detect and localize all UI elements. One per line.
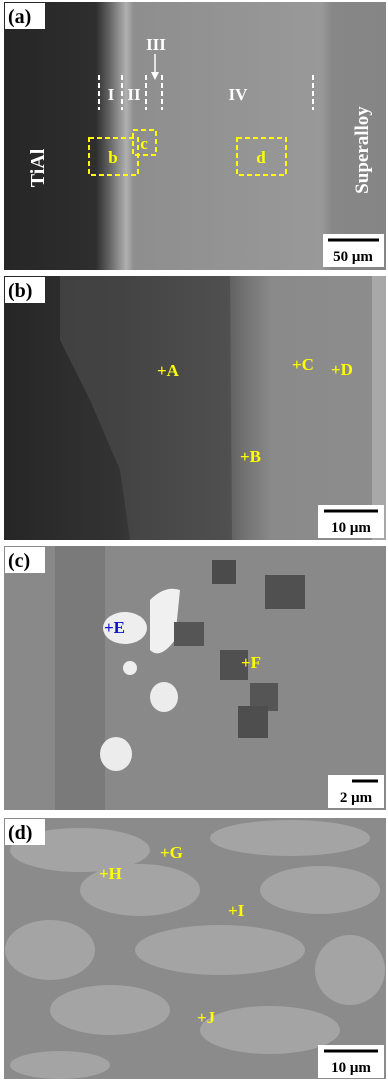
micrograph xyxy=(4,2,386,270)
phase xyxy=(372,276,386,540)
panel-label: (b) xyxy=(8,280,32,302)
panel-c: (c) +E +F 2 μm xyxy=(4,546,386,810)
box-label: d xyxy=(256,148,266,167)
panel-b: (b) +A +B +C +D 10 μm xyxy=(4,276,386,540)
point-label: +H xyxy=(99,864,122,883)
grain xyxy=(210,820,370,856)
zone-label: I xyxy=(108,85,115,104)
point-label: +F xyxy=(241,653,261,672)
scale-label: 50 μm xyxy=(333,249,373,265)
zone-label: IV xyxy=(229,85,249,104)
point-label: +I xyxy=(228,901,245,920)
box-label: b xyxy=(108,148,117,167)
panel-label: (a) xyxy=(8,6,31,28)
zone-label: II xyxy=(127,85,141,104)
panel-a: (a) TiAl Superalloy I II III IV b c d 50… xyxy=(4,2,386,270)
point-label: +J xyxy=(197,1008,216,1027)
zone-label: III xyxy=(146,35,166,54)
point-label: +A xyxy=(157,361,180,380)
scale-label: 10 μm xyxy=(331,520,371,536)
particle xyxy=(150,682,178,712)
phase xyxy=(55,546,105,810)
particle xyxy=(212,560,236,584)
grain xyxy=(80,864,200,916)
region-label: TiAl xyxy=(27,148,49,187)
scale-label: 10 μm xyxy=(331,1060,371,1076)
particle xyxy=(238,706,268,738)
point-label: +C xyxy=(292,355,314,374)
panel-label: (d) xyxy=(8,822,32,844)
page: {"panels": [ {"label": "(a)", "scale_bar… xyxy=(0,0,388,1081)
figure: (a) TiAl Superalloy I II III IV b c d 50… xyxy=(0,0,388,1081)
particle xyxy=(265,575,305,609)
box-label: c xyxy=(140,134,148,153)
particle xyxy=(123,661,137,675)
panel-label: (c) xyxy=(8,550,30,572)
grain xyxy=(315,935,385,1005)
point-label: +B xyxy=(240,447,261,466)
point-label: +G xyxy=(160,843,183,862)
point-label: +E xyxy=(104,618,125,637)
grain xyxy=(135,925,305,975)
panel-d: (d) +G +H +I +J 10 μm xyxy=(4,818,386,1079)
particle xyxy=(174,622,204,646)
grain xyxy=(50,985,170,1035)
particle xyxy=(100,737,132,771)
grain xyxy=(260,866,380,914)
grain xyxy=(5,920,95,980)
point-label: +D xyxy=(331,360,353,379)
region-label: Superalloy xyxy=(352,106,373,194)
grain xyxy=(10,1051,110,1079)
scale-label: 2 μm xyxy=(340,790,373,806)
